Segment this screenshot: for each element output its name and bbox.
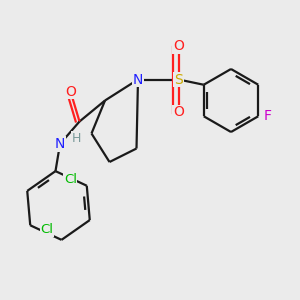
- Text: Cl: Cl: [64, 173, 77, 186]
- Text: H: H: [72, 131, 81, 145]
- Text: F: F: [263, 109, 271, 123]
- Text: S: S: [174, 73, 183, 86]
- Text: Cl: Cl: [40, 223, 53, 236]
- Text: O: O: [173, 40, 184, 53]
- Text: O: O: [65, 85, 76, 98]
- Text: N: N: [133, 73, 143, 86]
- Text: N: N: [55, 137, 65, 151]
- Text: O: O: [173, 106, 184, 119]
